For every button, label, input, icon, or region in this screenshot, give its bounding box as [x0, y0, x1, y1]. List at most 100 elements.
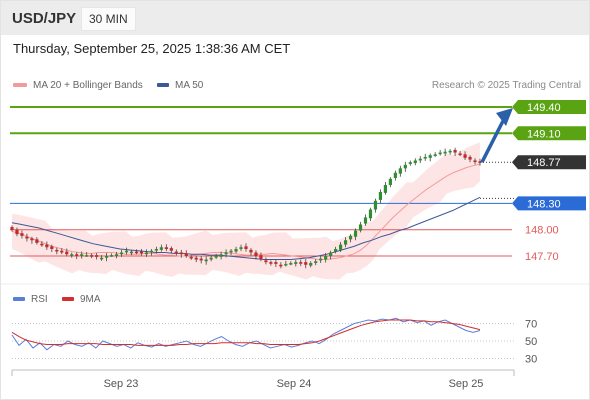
- candle-body: [194, 257, 198, 260]
- candle-body: [338, 244, 343, 250]
- pivot-tag-bg: [512, 196, 586, 211]
- ma20-swatch: [13, 83, 27, 88]
- candle-body: [199, 258, 203, 261]
- ma20-line: [11, 163, 481, 260]
- rsi-ma-line: [11, 319, 481, 346]
- candle-body: [309, 263, 313, 266]
- candle-body: [388, 178, 392, 186]
- candle-body: [139, 251, 144, 254]
- candle-body: [284, 263, 288, 266]
- legend-ma20-label: MA 20 + Bollinger Bands: [33, 80, 143, 91]
- candle-body: [433, 154, 437, 156]
- candle-body: [353, 230, 358, 237]
- candle-body: [35, 239, 39, 243]
- candle-body: [358, 224, 363, 231]
- candle-body: [154, 248, 158, 251]
- candle-body: [184, 253, 188, 256]
- candle-body: [329, 252, 333, 256]
- candle-body: [418, 158, 422, 161]
- x-tick-label: Sep 25: [449, 378, 484, 390]
- candle-body: [398, 168, 402, 174]
- candle-body: [114, 254, 119, 256]
- candle-body: [458, 153, 462, 156]
- support-2-label: 147.70: [525, 251, 559, 263]
- x-tick-label: Sep 24: [277, 378, 312, 390]
- last-price-tag: 148.77: [527, 157, 561, 169]
- candle-body: [109, 255, 114, 257]
- research-credit: Research © 2025 Trading Central: [431, 80, 581, 91]
- candle-body: [219, 254, 223, 257]
- legend-rsi-ma-label: 9MA: [80, 294, 101, 305]
- legend-ma50: MA 50: [157, 80, 203, 91]
- candle-body: [473, 160, 477, 163]
- candle-body: [119, 252, 124, 255]
- rsi-level-label: 70: [525, 319, 537, 331]
- candle-body: [334, 248, 338, 252]
- forecast-arrow-shaft: [480, 118, 506, 164]
- chart-header: USD/JPY 30 MIN: [1, 1, 589, 35]
- resistance-2-tag-bg: [512, 100, 586, 114]
- candle-body: [259, 255, 263, 260]
- candle-body: [468, 156, 472, 160]
- candle-body: [179, 252, 183, 255]
- candle-body: [373, 200, 378, 210]
- candle-body: [448, 150, 452, 153]
- chart-datetime: Thursday, September 25, 2025 1:38:36 AM …: [13, 41, 291, 56]
- candle-body: [95, 255, 99, 257]
- candle-body: [403, 164, 407, 169]
- last-price-tag-bg: [512, 155, 586, 170]
- candle-body: [10, 227, 14, 230]
- legend-rsi-ma: 9MA: [62, 294, 101, 305]
- level-tags: 149.40 149.10 148.77 148.30 148.00 147.70: [512, 100, 586, 263]
- candle-body: [25, 236, 29, 239]
- candle-body: [289, 263, 293, 265]
- legend-ma20: MA 20 + Bollinger Bands: [13, 80, 143, 91]
- ma50-swatch: [157, 83, 169, 88]
- candle-body: [274, 262, 278, 264]
- candle-body: [129, 251, 134, 254]
- candle-body: [244, 246, 248, 249]
- candle-body: [294, 262, 298, 264]
- bollinger-fill: [12, 142, 480, 280]
- candle-body: [20, 233, 24, 236]
- legend-rsi: RSI: [13, 294, 48, 305]
- candle-body: [159, 247, 163, 250]
- forecast-arrow: [480, 108, 513, 164]
- forecast-arrow-head: [496, 108, 513, 126]
- bollinger-band: [12, 142, 480, 280]
- timeframe-badge[interactable]: 30 MIN: [81, 7, 136, 31]
- candle-body: [324, 256, 328, 260]
- candle-body: [368, 209, 373, 219]
- candle-body: [174, 251, 178, 254]
- candle-body: [209, 257, 213, 260]
- legend-ma50-label: MA 50: [175, 80, 204, 91]
- candle-body: [413, 160, 417, 164]
- candle-body: [104, 256, 109, 258]
- candle-body: [144, 252, 149, 255]
- candle-body: [234, 248, 238, 252]
- candle-body: [124, 250, 129, 253]
- rsi-level-label: 50: [525, 336, 537, 348]
- candle-body: [65, 251, 69, 255]
- candle-body: [264, 260, 268, 263]
- rsi-ma-swatch: [62, 297, 74, 302]
- ma50-line: [11, 196, 481, 260]
- support-1-label: 148.00: [525, 225, 559, 237]
- candle-body: [304, 262, 308, 265]
- candlesticks: [10, 147, 482, 269]
- candle-body: [90, 255, 94, 257]
- rsi-swatch: [13, 297, 25, 302]
- candle-body: [314, 261, 318, 264]
- candle-body: [55, 249, 59, 252]
- candle-body: [383, 185, 388, 193]
- candle-body: [134, 251, 139, 254]
- resistance-2-tag: 149.40: [527, 102, 561, 114]
- candle-body: [423, 156, 427, 159]
- candle-body: [428, 155, 432, 158]
- candle-body: [299, 262, 303, 264]
- candle-body: [204, 259, 208, 262]
- candle-body: [224, 252, 228, 255]
- candle-body: [438, 152, 442, 155]
- candle-body: [254, 252, 258, 256]
